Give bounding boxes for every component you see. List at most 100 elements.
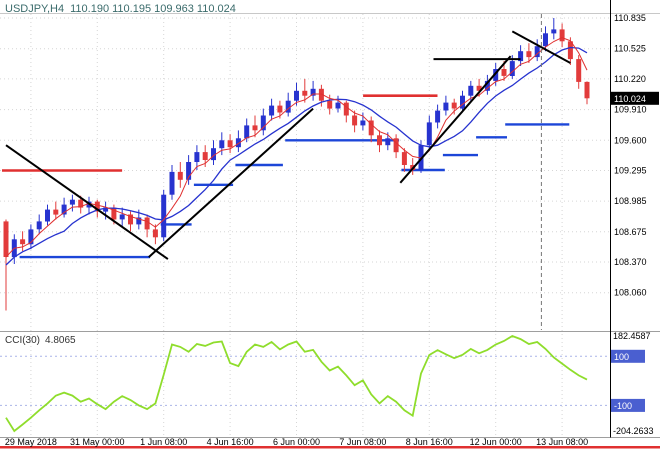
candle-body — [559, 29, 565, 42]
candle-body — [435, 110, 441, 123]
candle-body — [534, 46, 540, 58]
candle-body — [567, 41, 573, 60]
candle-body — [426, 122, 432, 146]
candle-body — [476, 85, 482, 91]
price-axis-label: 108.985 — [614, 196, 647, 206]
candle-body — [94, 201, 100, 212]
current-price-box — [611, 91, 659, 105]
candle-body — [194, 152, 200, 162]
time-axis-label: 31 May 00:00 — [70, 437, 125, 447]
candle-body — [543, 33, 548, 47]
candle-body — [352, 115, 358, 126]
time-axis-label: 12 Jun 00:00 — [470, 437, 522, 447]
candle-body — [202, 152, 208, 160]
candle-body — [28, 229, 34, 245]
cci-max-label: 182.4587 — [613, 331, 651, 341]
candle-body — [144, 217, 150, 230]
candle-body — [501, 69, 507, 76]
trend-line — [399, 55, 512, 184]
trend-line — [5, 144, 169, 260]
candle-body — [377, 135, 382, 146]
candle-body — [45, 209, 50, 222]
candle-body — [186, 162, 192, 180]
candle-body — [260, 115, 266, 131]
candle-body — [584, 81, 590, 99]
symbol-timeframe-label: USDJPY,H4 — [5, 3, 65, 15]
candle-body — [235, 138, 241, 148]
candle-body — [128, 214, 133, 225]
candle-body — [551, 29, 557, 34]
candle-body — [368, 120, 374, 136]
candle-body — [460, 95, 465, 109]
ohlc-header: USDJPY,H4 110.190 110.195 109.963 110.024 — [5, 3, 242, 15]
cci-level-box — [611, 398, 645, 412]
price-axis-label: 109.910 — [614, 105, 647, 115]
candle-body — [227, 140, 233, 148]
ma-red-line — [5, 37, 588, 258]
candle-body — [211, 148, 216, 161]
candle-body — [343, 102, 349, 116]
candle-body — [526, 51, 532, 58]
cci-level-box — [611, 349, 645, 363]
candle-body — [219, 140, 225, 149]
candle-body — [385, 138, 391, 146]
candle-body — [493, 69, 499, 81]
price-axis-label: 110.835 — [614, 13, 646, 23]
candle-body — [103, 207, 109, 212]
time-axis-label: 4 Jun 16:00 — [207, 437, 254, 447]
time-axis-label: 29 May 2018 — [5, 437, 57, 447]
current-price-label: 110.024 — [614, 94, 646, 104]
candle-body — [335, 102, 341, 109]
ohlc-values-label: 110.190 110.195 109.963 110.024 — [70, 3, 236, 15]
price-axis-label: 108.370 — [614, 257, 647, 267]
trend-line — [148, 107, 314, 258]
candle-body — [136, 217, 142, 225]
time-axis-label: 1 Jun 08:00 — [140, 437, 187, 447]
candle-body — [3, 221, 9, 257]
candle-body — [269, 105, 275, 116]
time-axis-label: 13 Jun 08:00 — [536, 437, 588, 447]
indicator-header: CCI(30) 4.8065 — [5, 335, 81, 346]
trend-line — [511, 30, 571, 64]
candle-body — [484, 80, 490, 91]
price-axis-label: 110.220 — [614, 74, 646, 84]
ma-blue-line — [5, 46, 588, 266]
candle-body — [252, 125, 258, 131]
price-axis-label: 110.525 — [614, 44, 646, 54]
candle-body — [61, 204, 67, 215]
candle-body — [285, 100, 291, 113]
candle-body — [509, 61, 515, 76]
cci-level-label: 100 — [614, 352, 629, 362]
candle-body — [576, 59, 582, 82]
price-axis-label: 108.060 — [614, 288, 647, 298]
time-axis-label: 6 Jun 00:00 — [273, 437, 320, 447]
bottom-red-bar — [0, 446, 660, 449]
price-axis-label: 109.600 — [614, 135, 647, 145]
candle-body — [36, 221, 42, 230]
cci-line — [5, 335, 588, 433]
candle-body — [468, 85, 474, 96]
candle-body — [393, 138, 399, 153]
candle-body — [244, 125, 250, 139]
candle-body — [161, 194, 167, 238]
candle-body — [169, 171, 175, 195]
time-axis-label: 7 Jun 08:00 — [339, 437, 386, 447]
candle-body — [302, 90, 308, 96]
candle-body — [277, 105, 283, 113]
indicator-name-label: CCI(30) — [5, 335, 41, 346]
time-axis-label: 8 Jun 16:00 — [406, 437, 453, 447]
candle-body — [53, 209, 59, 215]
candle-body — [360, 120, 366, 126]
candle-body — [69, 199, 75, 205]
candle-body — [20, 239, 26, 245]
candle-body — [152, 229, 158, 238]
candle-body — [318, 88, 324, 101]
candle-body — [310, 88, 316, 96]
price-axis-label: 108.675 — [614, 227, 647, 237]
candle-body — [177, 171, 183, 180]
candle-body — [78, 199, 84, 208]
candle-body — [451, 102, 457, 109]
candle-body — [327, 100, 333, 109]
